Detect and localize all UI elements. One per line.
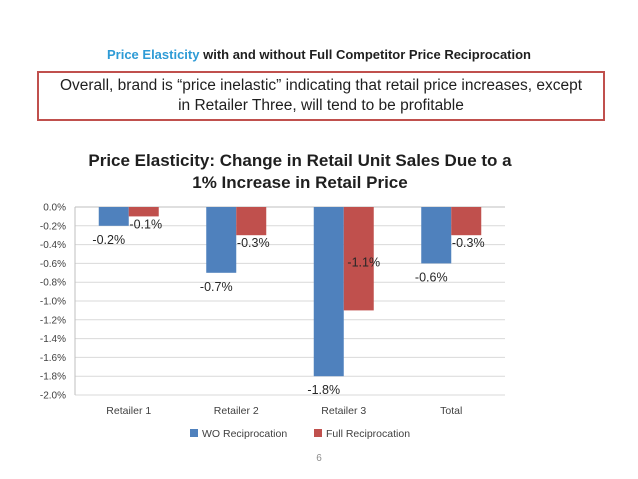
bar-wo-reciprocation: [206, 207, 237, 273]
y-tick-label: -1.6%: [40, 353, 66, 364]
y-tick-label: -1.0%: [40, 297, 66, 308]
y-tick-label: -0.6%: [40, 259, 66, 270]
y-tick-label: -1.2%: [40, 315, 66, 326]
x-tick-label: Retailer 2: [214, 405, 259, 417]
legend-swatch: [314, 429, 322, 437]
callout-line-1: Overall, brand is “price inelastic” indi…: [59, 77, 583, 94]
bar-full-reciprocation: [343, 207, 374, 311]
bar-wo-reciprocation: [98, 207, 129, 226]
chart-title: Price Elasticity: Change in Retail Unit …: [60, 150, 540, 194]
x-tick-label: Retailer 3: [321, 405, 366, 417]
data-label: -0.1%: [129, 217, 162, 231]
y-tick-label: -2.0%: [40, 391, 66, 402]
data-label: -0.7%: [200, 280, 233, 294]
data-label: -0.3%: [452, 236, 485, 250]
y-tick-label: -1.4%: [40, 334, 66, 345]
y-tick-label: -0.8%: [40, 278, 66, 289]
y-tick-label: -0.2%: [40, 221, 66, 232]
slide-title: Price Elasticity with and without Full C…: [0, 47, 638, 62]
callout-line-2: in Retailer Three, will tend to be profi…: [178, 97, 464, 114]
slide-title-rest: with and without Full Competitor Price R…: [199, 47, 531, 62]
chart-title-line-2: 1% Increase in Retail Price: [192, 173, 408, 192]
slide-title-accent: Price Elasticity: [106, 47, 200, 62]
legend-label: Full Reciprocation: [326, 428, 410, 440]
bar-wo-reciprocation: [421, 207, 452, 264]
bar-wo-reciprocation: [313, 207, 344, 377]
data-label: -1.1%: [347, 256, 380, 270]
legend-swatch: [190, 429, 198, 437]
x-tick-label: Total: [440, 405, 462, 417]
data-label: -0.6%: [415, 270, 448, 284]
summary-callout: Overall, brand is “price inelastic” indi…: [37, 71, 605, 121]
bar-full-reciprocation: [128, 207, 159, 217]
bar-full-reciprocation: [236, 207, 267, 236]
data-label: -0.2%: [92, 233, 125, 247]
legend-label: WO Reciprocation: [202, 428, 287, 440]
x-tick-label: Retailer 1: [106, 405, 151, 417]
data-label: -1.8%: [307, 383, 340, 397]
chart-title-line-1: Price Elasticity: Change in Retail Unit …: [88, 151, 512, 170]
y-tick-label: 0.0%: [43, 203, 66, 214]
data-label: -0.3%: [237, 236, 270, 250]
page-number: 6: [316, 453, 322, 464]
y-tick-label: -1.8%: [40, 372, 66, 383]
bar-full-reciprocation: [451, 207, 482, 236]
y-tick-label: -0.4%: [40, 240, 66, 251]
